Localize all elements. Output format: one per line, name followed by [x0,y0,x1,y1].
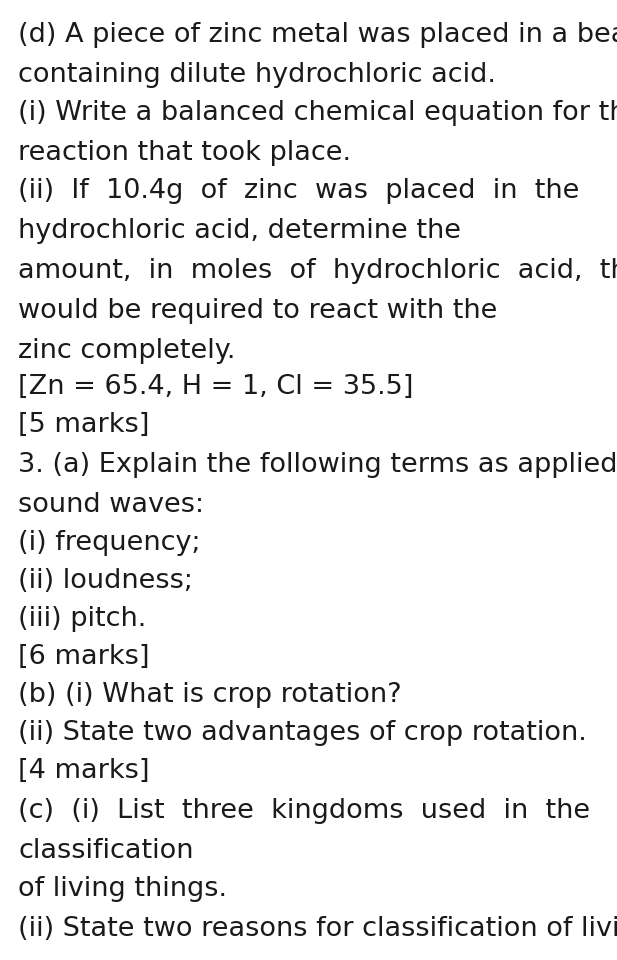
Text: [6 marks]: [6 marks] [18,644,150,670]
Text: zinc completely.: zinc completely. [18,338,235,364]
Text: (ii)  If  10.4g  of  zinc  was  placed  in  the: (ii) If 10.4g of zinc was placed in the [18,178,579,204]
Text: (i) frequency;: (i) frequency; [18,530,201,556]
Text: (d) A piece of zinc metal was placed in a beake: (d) A piece of zinc metal was placed in … [18,22,617,48]
Text: (i) Write a balanced chemical equation for the: (i) Write a balanced chemical equation f… [18,100,617,126]
Text: (ii) loudness;: (ii) loudness; [18,568,193,594]
Text: of living things.: of living things. [18,876,227,902]
Text: containing dilute hydrochloric acid.: containing dilute hydrochloric acid. [18,62,496,88]
Text: reaction that took place.: reaction that took place. [18,140,351,166]
Text: would be required to react with the: would be required to react with the [18,298,497,324]
Text: classification: classification [18,838,194,864]
Text: (b) (i) What is crop rotation?: (b) (i) What is crop rotation? [18,682,402,708]
Text: (ii) State two advantages of crop rotation.: (ii) State two advantages of crop rotati… [18,720,587,746]
Text: amount,  in  moles  of  hydrochloric  acid,  that: amount, in moles of hydrochloric acid, t… [18,258,617,284]
Text: [5 marks]: [5 marks] [18,412,149,438]
Text: (ii) State two reasons for classification of living: (ii) State two reasons for classificatio… [18,916,617,942]
Text: 3. (a) Explain the following terms as applied to: 3. (a) Explain the following terms as ap… [18,452,617,478]
Text: [Zn = 65.4, H = 1, Cl = 35.5]: [Zn = 65.4, H = 1, Cl = 35.5] [18,374,413,400]
Text: (iii) pitch.: (iii) pitch. [18,606,146,632]
Text: (c)  (i)  List  three  kingdoms  used  in  the: (c) (i) List three kingdoms used in the [18,798,590,824]
Text: hydrochloric acid, determine the: hydrochloric acid, determine the [18,218,461,244]
Text: [4 marks]: [4 marks] [18,758,150,784]
Text: sound waves:: sound waves: [18,492,204,518]
